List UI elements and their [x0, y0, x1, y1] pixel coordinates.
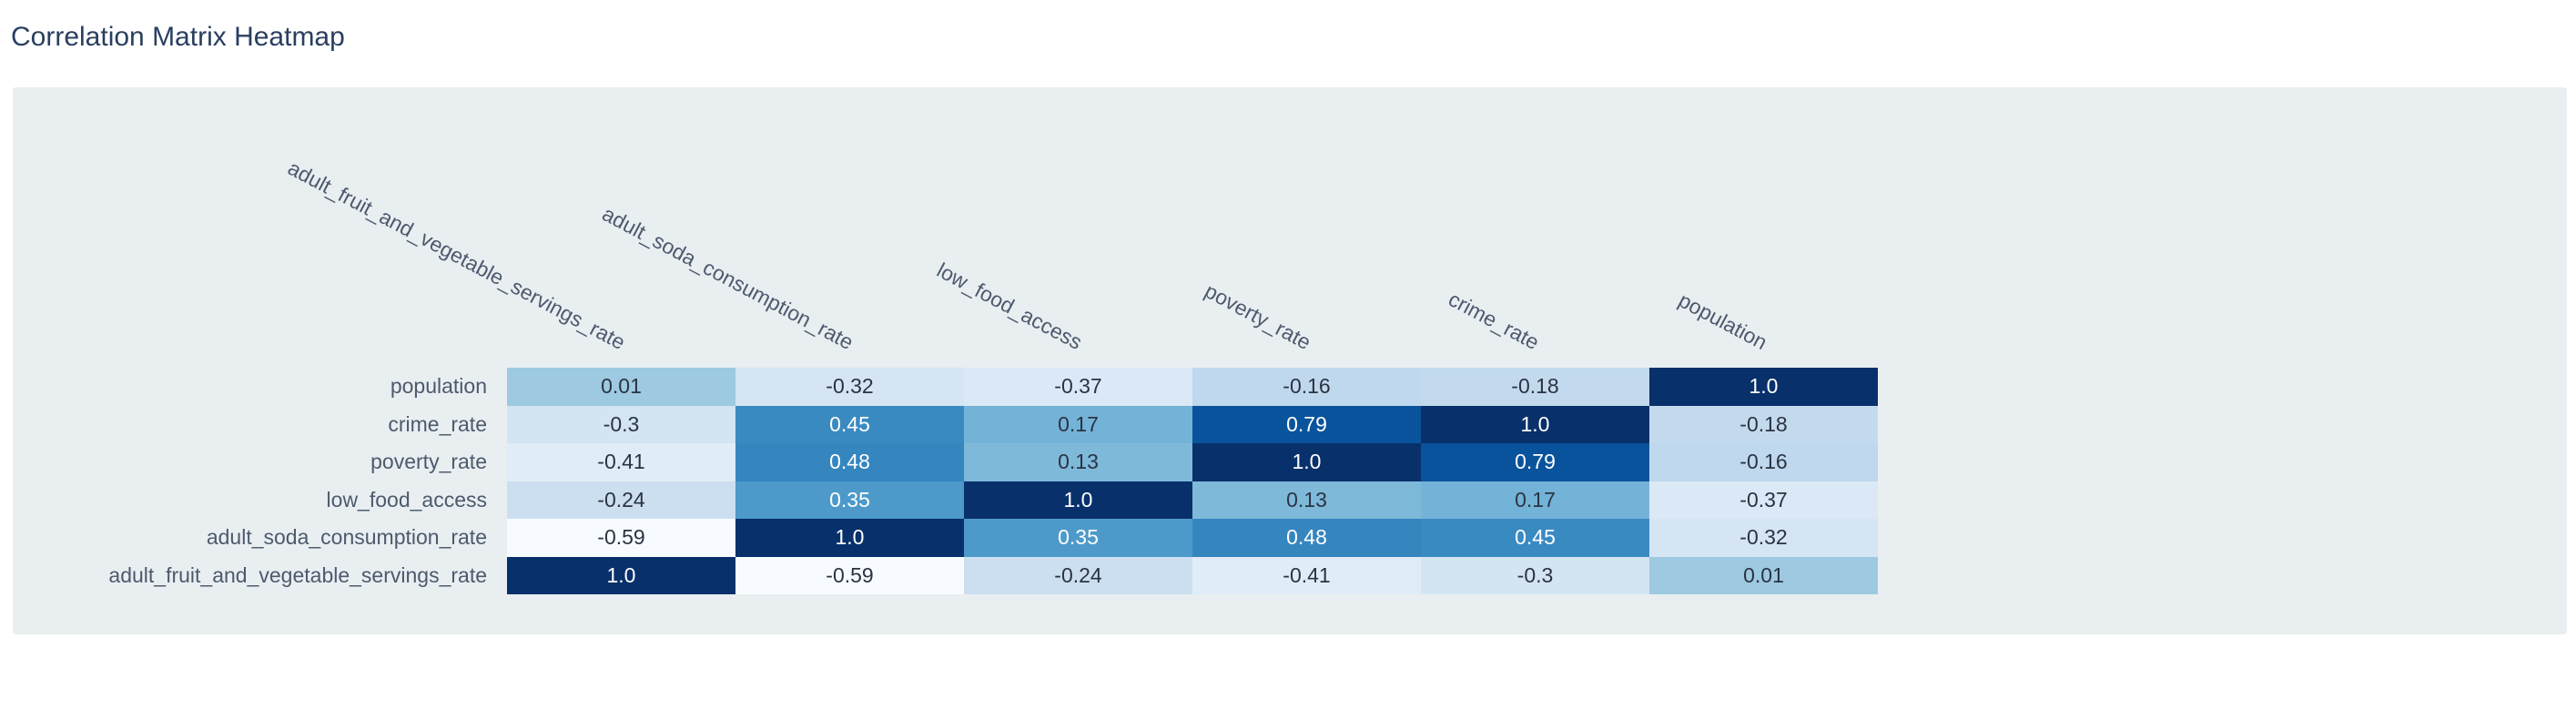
heatmap-cell[interactable]: -0.24	[964, 556, 1192, 594]
heatmap-cell[interactable]: 0.17	[964, 405, 1192, 443]
heatmap-cell[interactable]: 0.01	[1649, 556, 1878, 594]
x-tick-label: crime_rate	[1445, 287, 1544, 355]
heatmap-cell[interactable]: 0.13	[964, 443, 1192, 481]
heatmap-cell[interactable]: 0.13	[1192, 481, 1421, 519]
chart-title: Correlation Matrix Heatmap	[11, 22, 345, 52]
x-tick-label: population	[1675, 288, 1772, 355]
x-tick-label: adult_soda_consumption_rate	[598, 201, 858, 355]
chart-panel: population crime_rate poverty_rate low_food…	[13, 87, 2567, 634]
heatmap-cell[interactable]: -0.18	[1649, 405, 1878, 443]
heatmap-cell[interactable]: 1.0	[964, 481, 1192, 519]
heatmap-cell[interactable]: -0.41	[1192, 556, 1421, 594]
heatmap-cell[interactable]: 1.0	[1649, 368, 1878, 406]
heatmap-cell[interactable]: -0.32	[735, 368, 964, 406]
heatmap-cell[interactable]: 1.0	[507, 556, 735, 594]
heatmap-cell[interactable]: 0.48	[1192, 519, 1421, 557]
heatmap-cell[interactable]: 0.45	[735, 405, 964, 443]
heatmap-cell[interactable]: 0.35	[964, 519, 1192, 557]
heatmap-cell[interactable]: -0.3	[1421, 556, 1649, 594]
heatmap-cell[interactable]: -0.59	[507, 519, 735, 557]
heatmap-cell[interactable]: 0.01	[507, 368, 735, 406]
heatmap-cell[interactable]: 1.0	[1192, 443, 1421, 481]
y-tick-label: population	[390, 374, 487, 399]
heatmap-cell[interactable]: 1.0	[1421, 405, 1649, 443]
heatmap-cell[interactable]: -0.37	[964, 368, 1192, 406]
y-tick-label: adult_fruit_and_vegetable_servings_rate	[108, 562, 487, 587]
heatmap-cell[interactable]: -0.18	[1421, 368, 1649, 406]
x-tick-label: poverty_rate	[1201, 278, 1315, 355]
heatmap-cell[interactable]: -0.3	[507, 405, 735, 443]
heatmap-cell[interactable]: 0.17	[1421, 481, 1649, 519]
heatmap-cell[interactable]: -0.16	[1649, 443, 1878, 481]
heatmap-cell[interactable]: 0.79	[1192, 405, 1421, 443]
x-tick-label: adult_fruit_and_vegetable_servings_rate	[284, 156, 630, 355]
y-tick-label: adult_soda_consumption_rate	[206, 525, 487, 550]
heatmap-cell[interactable]: 0.79	[1421, 443, 1649, 481]
heatmap-cell[interactable]: 0.35	[735, 481, 964, 519]
heatmap-cell[interactable]: 1.0	[735, 519, 964, 557]
heatmap-cell[interactable]: -0.32	[1649, 519, 1878, 557]
heatmap-cell[interactable]: 0.48	[735, 443, 964, 481]
x-tick-label: low_food_access	[933, 258, 1087, 355]
y-tick-label: low_food_access	[326, 487, 487, 511]
y-tick-label: poverty_rate	[370, 450, 487, 474]
heatmap-cell[interactable]: -0.16	[1192, 368, 1421, 406]
heatmap-cell[interactable]: -0.41	[507, 443, 735, 481]
heatmap-cell[interactable]: -0.24	[507, 481, 735, 519]
heatmap-cell[interactable]: -0.37	[1649, 481, 1878, 519]
y-tick-label: crime_rate	[388, 411, 487, 436]
heatmap-cell[interactable]: -0.59	[735, 556, 964, 594]
heatmap-cell[interactable]: 0.45	[1421, 519, 1649, 557]
